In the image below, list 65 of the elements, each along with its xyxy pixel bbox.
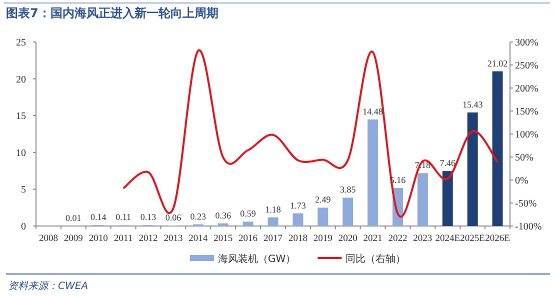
x-tick-label: 2026E bbox=[485, 234, 510, 244]
x-tick-label: 2011 bbox=[114, 234, 133, 244]
y2-tick-label: -100% bbox=[515, 222, 542, 232]
x-tick-label: 2023 bbox=[413, 234, 432, 244]
y2-tick-label: 0% bbox=[515, 176, 528, 186]
bar bbox=[368, 119, 378, 226]
x-tick-label: 2012 bbox=[138, 234, 158, 244]
y-tick-label: 25 bbox=[16, 38, 26, 48]
y2-tick-label: 200% bbox=[515, 84, 538, 94]
data-label: 3.85 bbox=[340, 184, 356, 195]
bar bbox=[342, 198, 354, 226]
y2-tick-label: 250% bbox=[515, 60, 538, 72]
x-tick-label: 2015 bbox=[214, 234, 233, 244]
data-label: 14.48 bbox=[362, 106, 384, 116]
y2-tick-label: -50% bbox=[515, 198, 537, 210]
x-tick-label: 2009 bbox=[64, 234, 84, 244]
y-tick-label: 10 bbox=[16, 148, 26, 159]
data-label: 0.36 bbox=[215, 210, 232, 220]
data-label: 0.01 bbox=[66, 212, 82, 223]
data-label: 0.14 bbox=[90, 212, 107, 222]
data-label: 0.59 bbox=[240, 208, 256, 219]
bar bbox=[442, 171, 453, 226]
y-tick-label: 0 bbox=[21, 222, 26, 232]
text: 资料来源：CWEA bbox=[8, 280, 88, 292]
y-tick-label: 15 bbox=[16, 111, 26, 122]
x-tick-label: 2014 bbox=[188, 234, 208, 244]
x-tick-label: 2017 bbox=[264, 234, 283, 244]
bar bbox=[318, 208, 328, 226]
x-tick-label: 2008 bbox=[38, 234, 58, 244]
data-label: 0.11 bbox=[116, 212, 132, 222]
legend-label: 海风装机（GW） bbox=[218, 253, 296, 265]
bar bbox=[417, 173, 428, 226]
y2-tick-label: 50% bbox=[515, 152, 534, 164]
y2-tick-label: 100% bbox=[515, 130, 538, 140]
x-tick-label: 2021 bbox=[363, 234, 383, 244]
x-tick-label: 2019 bbox=[313, 234, 333, 244]
bar bbox=[467, 112, 478, 226]
x-tick-label: 2022 bbox=[388, 234, 408, 244]
x-tick-label: 2013 bbox=[164, 234, 183, 244]
y2-tick-label: 300% bbox=[515, 38, 538, 48]
x-tick-label: 2024E bbox=[435, 234, 460, 244]
x-tick-label: 2018 bbox=[288, 234, 308, 244]
data-label: 2.49 bbox=[315, 194, 332, 205]
x-tick-label: 2016 bbox=[238, 234, 258, 244]
chart-title: 图表7：国内海风正进入新一轮向上周期 bbox=[6, 6, 218, 20]
y-tick-label: 5 bbox=[21, 184, 26, 196]
x-tick-label: 2020 bbox=[338, 234, 358, 244]
bar bbox=[242, 222, 254, 226]
data-label: 1.18 bbox=[265, 204, 282, 214]
bar bbox=[268, 217, 278, 226]
legend-label: 同比（右轴） bbox=[346, 253, 406, 265]
x-tick-label: 2010 bbox=[88, 234, 108, 244]
data-label: 0.13 bbox=[140, 212, 157, 222]
bar bbox=[292, 213, 304, 226]
y-tick-label: 20 bbox=[16, 74, 26, 86]
data-label: 1.73 bbox=[290, 200, 306, 210]
x-tick-label: 2025E bbox=[460, 234, 486, 244]
data-label: 21.02 bbox=[487, 58, 508, 68]
data-label: 15.43 bbox=[462, 99, 484, 110]
bar bbox=[218, 223, 228, 226]
data-label: 0.23 bbox=[190, 211, 207, 222]
y2-tick-label: 150% bbox=[515, 106, 538, 118]
bar bbox=[492, 71, 503, 226]
data-label: 7.46 bbox=[440, 158, 456, 168]
data-label: 0.06 bbox=[165, 212, 182, 223]
